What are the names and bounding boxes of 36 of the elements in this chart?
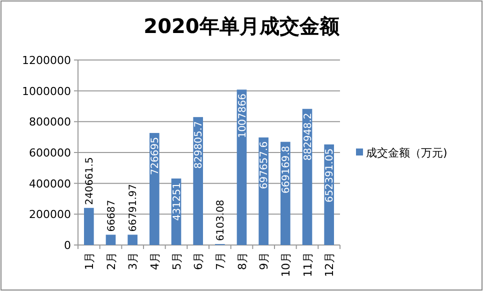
bar bbox=[84, 208, 94, 245]
bar bbox=[128, 234, 138, 245]
x-tick-label: 9月 bbox=[258, 252, 271, 270]
x-tick-label: 4月 bbox=[148, 252, 162, 270]
x-tick-label: 6月 bbox=[192, 252, 206, 270]
y-tick-label: 400000 bbox=[29, 177, 71, 190]
x-tick-label: 8月 bbox=[236, 252, 249, 270]
x-tick-label: 3月 bbox=[126, 252, 140, 270]
data-label: 66687 bbox=[106, 200, 118, 232]
legend-label: 成交金额（万元) bbox=[366, 146, 448, 160]
data-label: 652391.05 bbox=[324, 148, 336, 202]
data-label: 669169.8 bbox=[280, 146, 292, 194]
y-tick-label: 1200000 bbox=[22, 54, 71, 67]
x-tick-label: 12月 bbox=[323, 252, 336, 277]
data-label: 66791.97 bbox=[128, 184, 140, 232]
y-tick-label: 0 bbox=[64, 239, 71, 252]
data-label: 431251 bbox=[172, 182, 183, 221]
x-tick-label: 5月 bbox=[170, 252, 184, 270]
data-label: 726695 bbox=[150, 136, 161, 176]
y-tick-label: 800000 bbox=[29, 116, 71, 129]
x-tick-label: 1月 bbox=[82, 252, 96, 270]
data-label: 6103.08 bbox=[215, 200, 226, 242]
data-label: 829805.7 bbox=[194, 121, 205, 169]
bar bbox=[106, 234, 116, 245]
x-tick-label: 2月 bbox=[104, 252, 118, 270]
data-label: 240661.5 bbox=[84, 157, 96, 205]
x-tick-label: 10月 bbox=[279, 252, 292, 277]
data-label: 882948.2 bbox=[302, 112, 314, 161]
y-tick-label: 600000 bbox=[29, 146, 71, 160]
x-tick-label: 11月 bbox=[301, 252, 314, 277]
x-tick-label: 7月 bbox=[214, 252, 227, 270]
y-tick-label: 1000000 bbox=[22, 84, 71, 98]
data-label: 1007866 bbox=[237, 94, 248, 138]
y-tick-label: 200000 bbox=[29, 208, 71, 222]
chart-title: 2020年单月成交金额 bbox=[144, 14, 340, 38]
data-label: 697657.6 bbox=[259, 141, 270, 190]
